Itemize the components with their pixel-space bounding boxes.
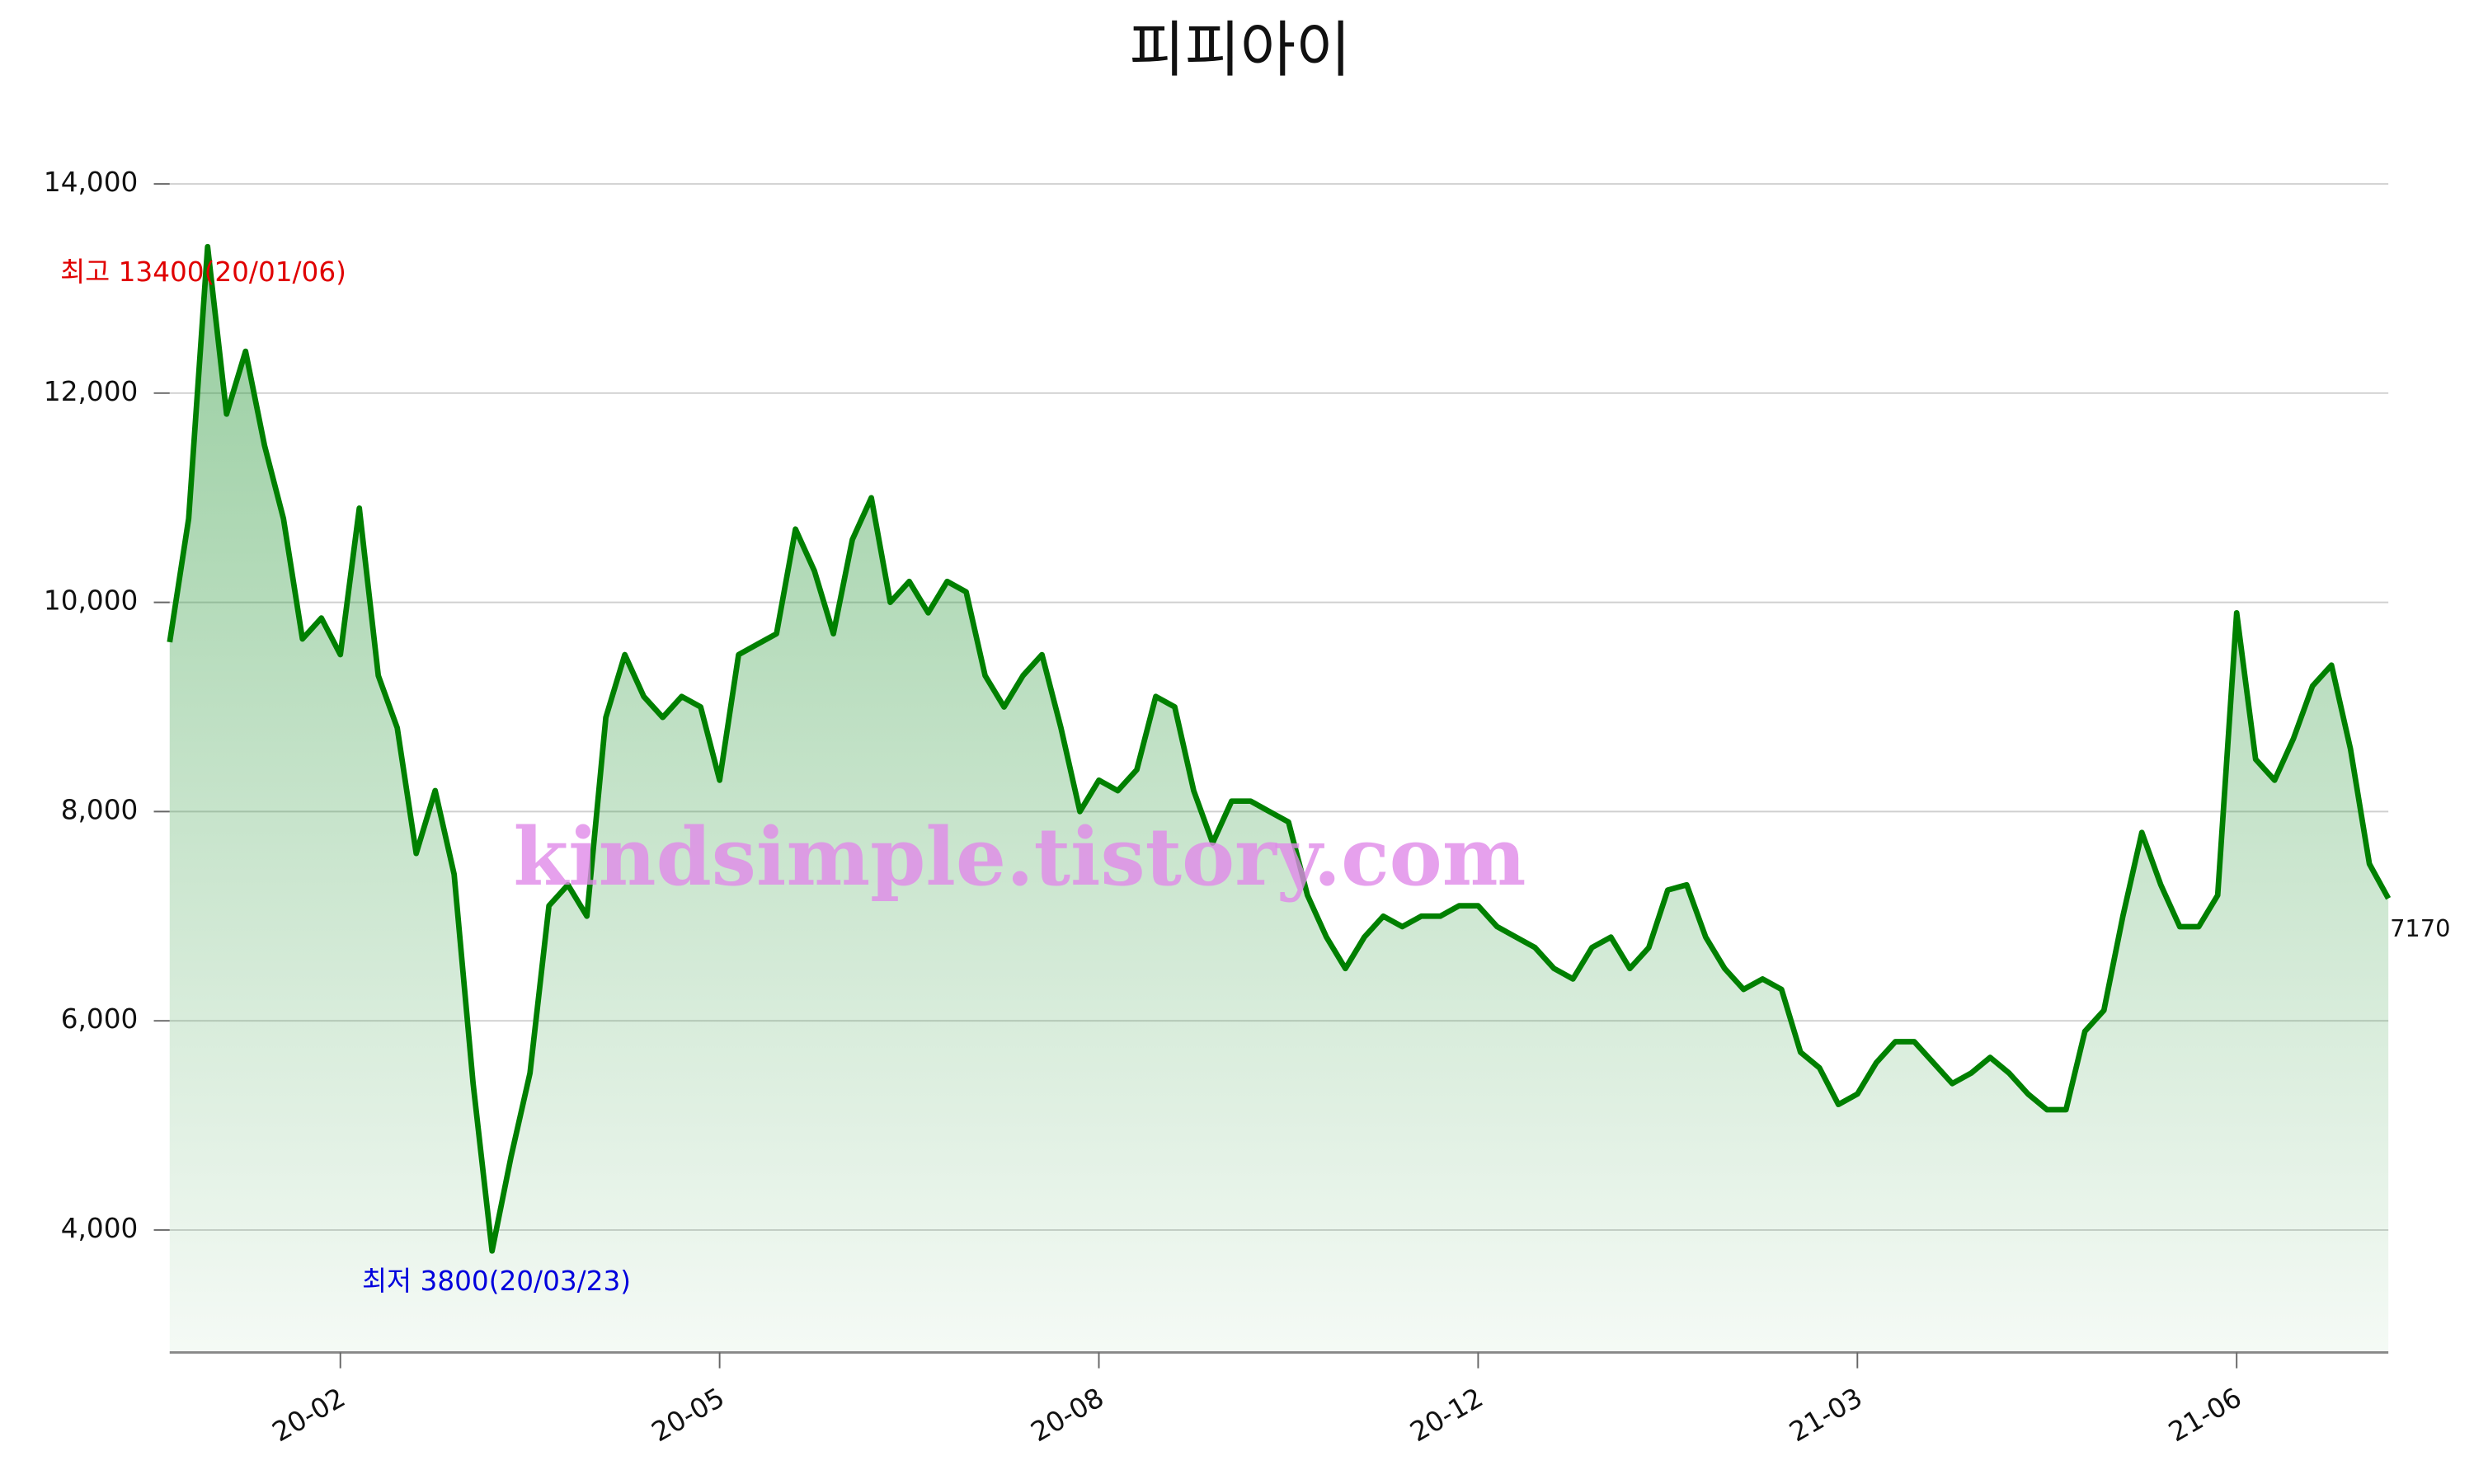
x-tick-label: 20-08 (1026, 1382, 1109, 1448)
y-tick-label: 14,000 (44, 167, 138, 198)
y-tick-label: 12,000 (44, 376, 138, 407)
y-tick-label: 10,000 (44, 585, 138, 617)
y-tick-label: 4,000 (61, 1213, 139, 1244)
max-annotation: 최고 13400(20/01/06) (60, 256, 346, 288)
x-tick-label: 20-05 (647, 1382, 730, 1448)
y-tick-label: 6,000 (61, 1003, 139, 1035)
line (167, 243, 2392, 1254)
watermark: kindsimple.tistory.com (514, 810, 1526, 904)
x-tick-label: 21-03 (1784, 1382, 1867, 1448)
x-tick-label: 20-12 (1404, 1382, 1488, 1448)
y-tick-label: 8,000 (61, 794, 139, 825)
chart-title: 피피아이 (1129, 15, 1351, 85)
x-tick-label: 21-06 (2163, 1382, 2246, 1448)
area (169, 247, 2389, 1353)
min-annotation: 최저 3800(20/03/23) (362, 1266, 631, 1297)
x-tick-label: 20-02 (267, 1382, 350, 1448)
last-value-label: 7170 (2390, 914, 2450, 942)
